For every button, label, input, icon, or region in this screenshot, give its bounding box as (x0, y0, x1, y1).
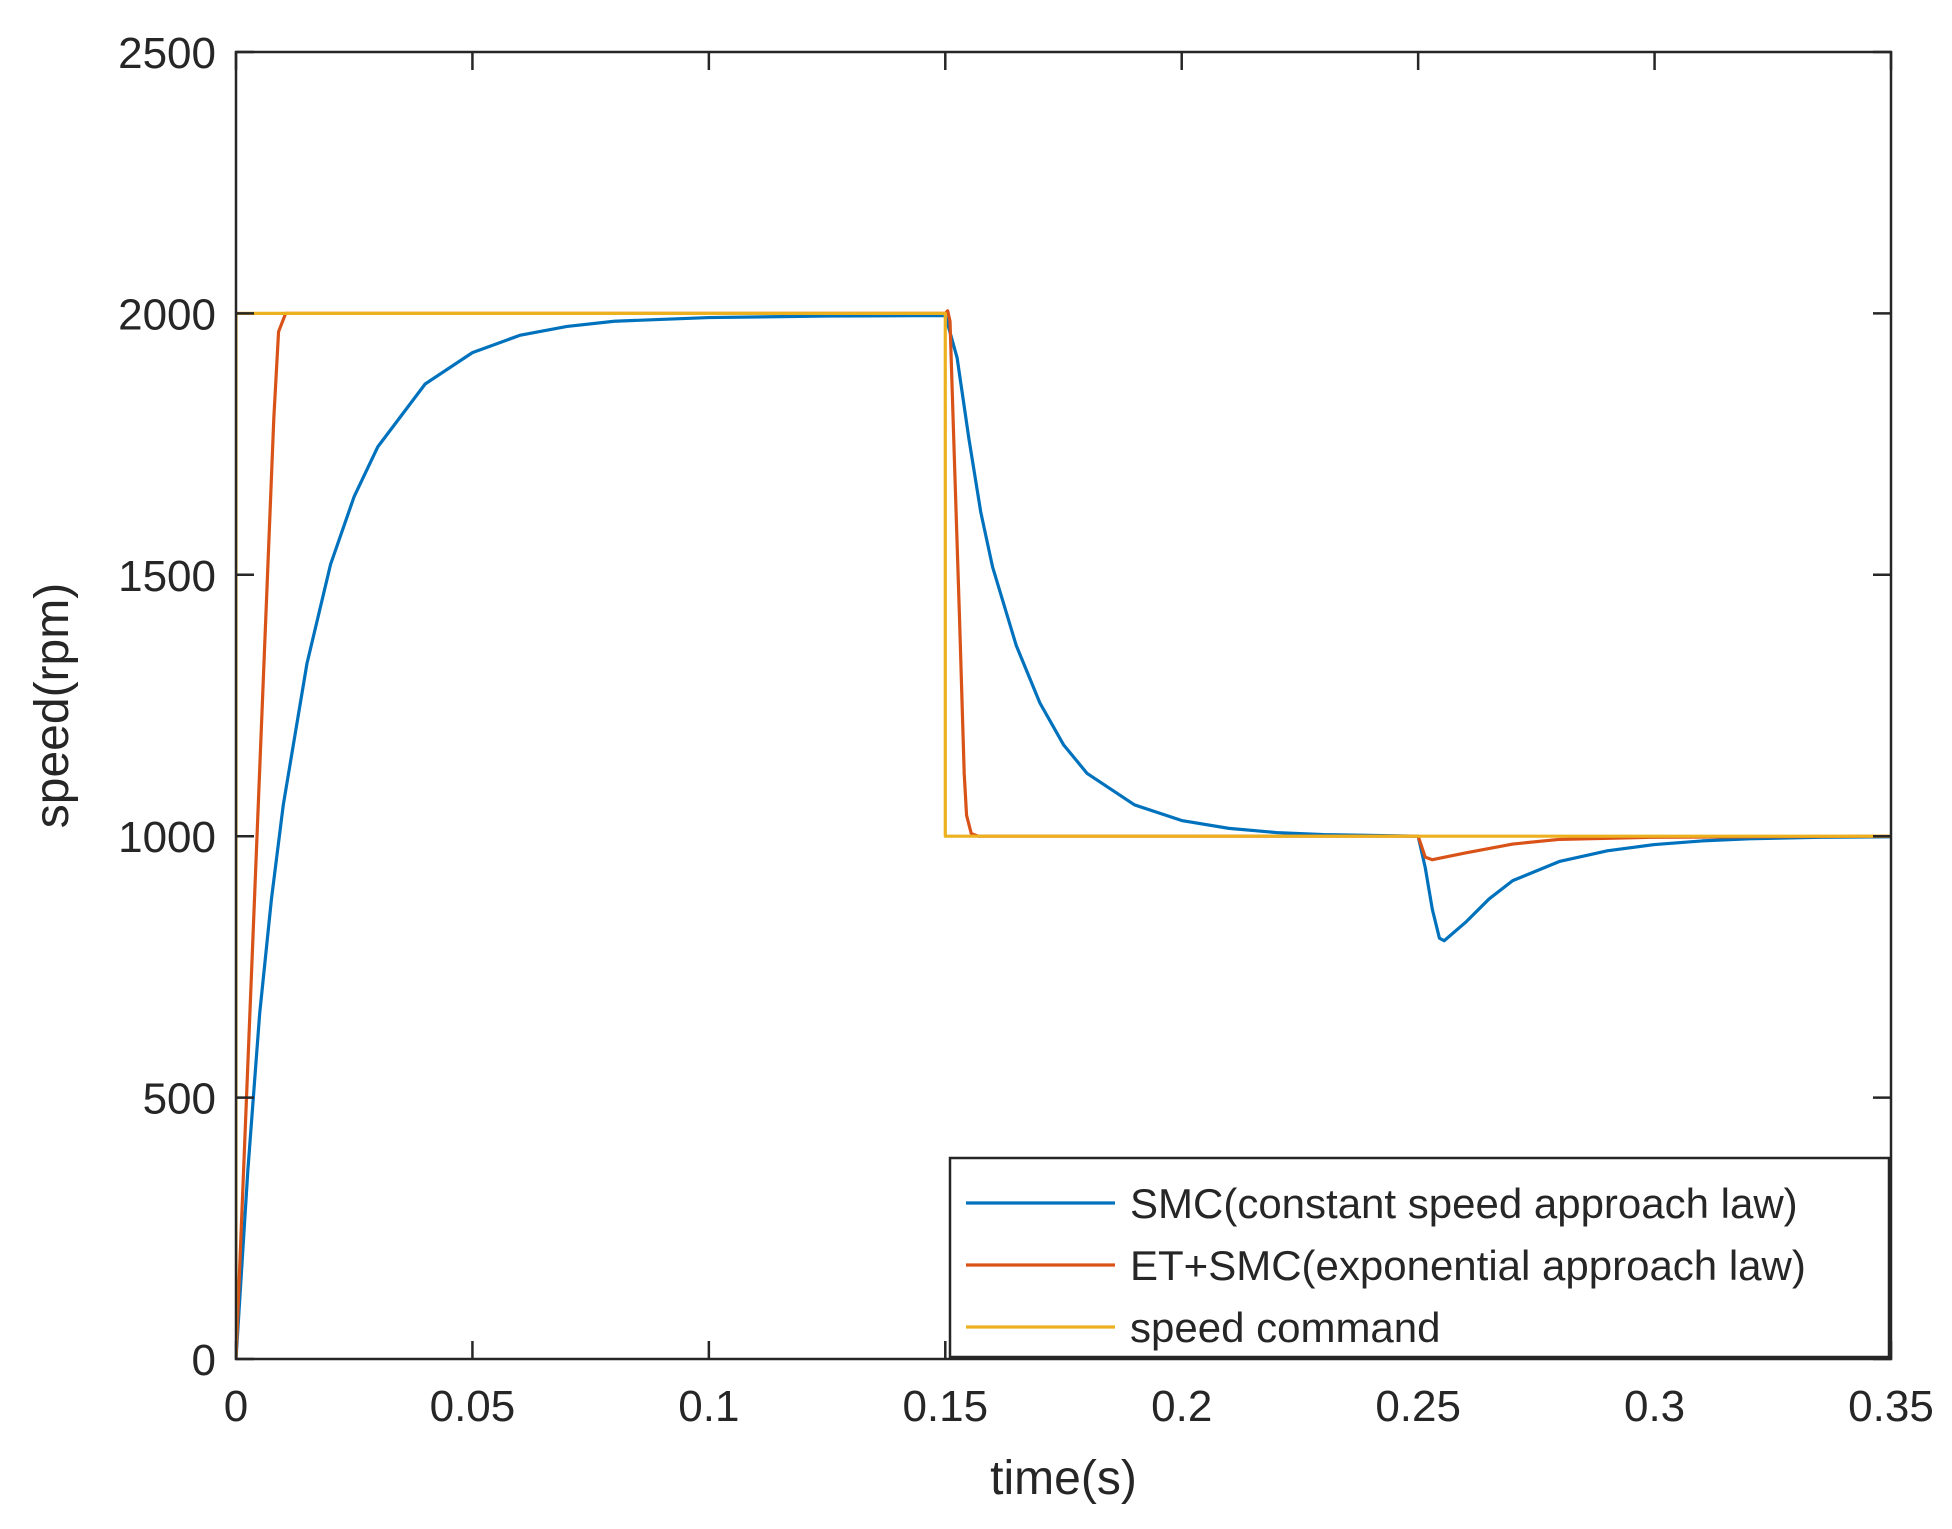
x-tick-label: 0.2 (1151, 1382, 1212, 1431)
x-axis-label: time(s) (990, 1452, 1137, 1505)
labels-layer: time(s) speed(rpm) (26, 583, 1137, 1505)
y-tick-label: 2500 (118, 29, 216, 78)
y-tick-label: 1500 (118, 552, 216, 601)
x-tick-label: 0.1 (678, 1382, 739, 1431)
legend: SMC(constant speed approach law) ET+SMC(e… (948, 1156, 1891, 1359)
legend-box (948, 1156, 1891, 1359)
series-line-1 (236, 313, 1891, 1359)
y-axis-label: speed(rpm) (26, 583, 79, 828)
plot-frame (234, 50, 1893, 1361)
legend-label: ET+SMC(exponential approach law) (1130, 1242, 1806, 1289)
x-tick-label: 0 (224, 1382, 248, 1431)
legend-label: SMC(constant speed approach law) (1130, 1180, 1798, 1227)
x-tick-label: 0.15 (902, 1382, 988, 1431)
legend-label: speed command (1130, 1304, 1441, 1351)
x-tick-label: 0.3 (1624, 1382, 1685, 1431)
y-tick-label: 1000 (118, 813, 216, 862)
series-layer (236, 309, 1891, 1359)
x-tick-label: 0.25 (1375, 1382, 1461, 1431)
y-tick-label: 0 (192, 1336, 216, 1385)
y-tick-label: 2000 (118, 290, 216, 339)
x-tick-label: 0.35 (1848, 1382, 1934, 1431)
axes-layer: 0 0.05 0.1 0.15 0.2 0.25 0.3 0.35 0 500 1000 1500 20… (118, 29, 1934, 1431)
y-tick-label: 500 (143, 1075, 216, 1124)
series-line-2 (236, 309, 1891, 1359)
series-line-3 (236, 311, 1891, 1359)
x-tick-label: 0.05 (430, 1382, 516, 1431)
